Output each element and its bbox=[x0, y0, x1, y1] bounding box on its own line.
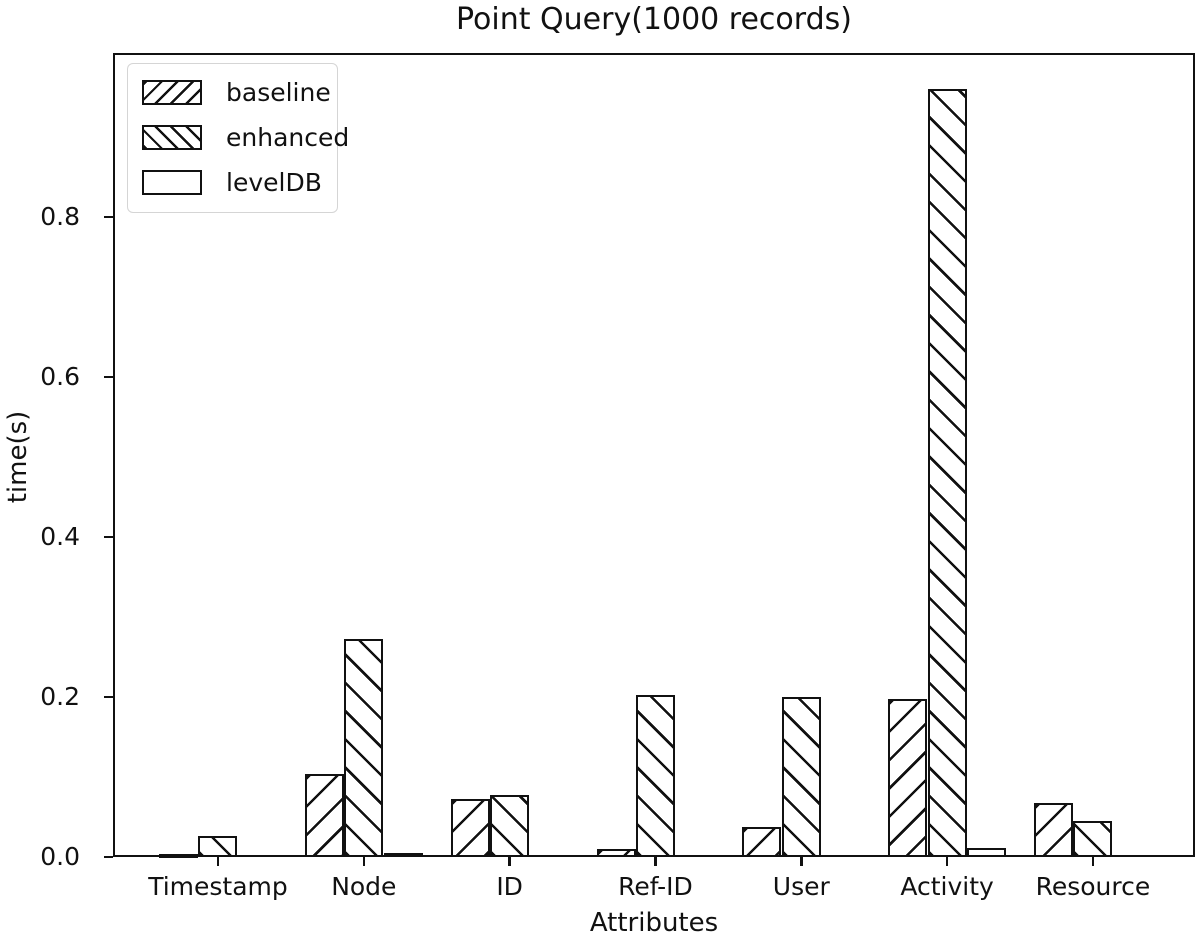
legend: baseline enhanced levelDB bbox=[127, 63, 349, 213]
legend-item-baseline: baseline bbox=[142, 70, 337, 115]
y-axis-label: time(s) bbox=[3, 410, 33, 504]
legend-swatch-baseline-icon bbox=[142, 80, 202, 105]
x-tick bbox=[216, 857, 220, 866]
y-tick-label: 0.2 bbox=[40, 682, 80, 711]
x-axis-label: Attributes bbox=[589, 908, 719, 938]
chart-title: Point Query(1000 records) bbox=[456, 2, 852, 37]
y-tick-label: 0.8 bbox=[40, 202, 80, 231]
legend-label-baseline: baseline bbox=[226, 78, 331, 107]
bar-baseline-User bbox=[742, 827, 782, 857]
bar-baseline-Timestamp bbox=[159, 853, 199, 858]
y-tick bbox=[104, 215, 113, 219]
bar-enhanced-Node bbox=[344, 638, 384, 857]
y-tick bbox=[104, 695, 113, 699]
bar-enhanced-Resource bbox=[1073, 821, 1113, 857]
x-tick-label: Node bbox=[331, 872, 397, 901]
bar-baseline-Ref-ID bbox=[596, 849, 636, 857]
x-tick bbox=[800, 857, 803, 866]
x-tick-label: Ref-ID bbox=[618, 872, 693, 901]
y-tick bbox=[104, 855, 113, 859]
y-tick bbox=[104, 535, 113, 539]
x-tick-label: Resource bbox=[1035, 872, 1151, 901]
bar-levelDB-Node bbox=[383, 853, 423, 857]
bar-enhanced-User bbox=[781, 697, 821, 857]
bar-levelDB-Activity bbox=[966, 848, 1006, 857]
legend-item-levelDB: levelDB bbox=[142, 160, 337, 205]
legend-label-enhanced: enhanced bbox=[226, 123, 350, 152]
bar-enhanced-Ref-ID bbox=[635, 694, 675, 857]
x-tick bbox=[1091, 857, 1095, 866]
x-tick-label: Timestamp bbox=[148, 872, 288, 901]
y-tick bbox=[104, 375, 113, 379]
x-tick bbox=[362, 857, 366, 866]
legend-item-enhanced: enhanced bbox=[142, 115, 349, 160]
bar-enhanced-ID bbox=[490, 795, 530, 857]
x-tick-label: ID bbox=[496, 872, 523, 901]
bar-enhanced-Activity bbox=[927, 89, 967, 857]
bar-baseline-ID bbox=[450, 799, 490, 857]
x-tick bbox=[508, 857, 511, 866]
x-tick bbox=[945, 857, 949, 866]
bar-enhanced-Timestamp bbox=[198, 836, 238, 857]
bar-baseline-Resource bbox=[1034, 803, 1074, 857]
y-tick-label: 0.6 bbox=[40, 362, 80, 391]
y-tick-label: 0.0 bbox=[40, 842, 80, 871]
bar-baseline-Node bbox=[304, 773, 344, 857]
y-tick-label: 0.4 bbox=[40, 522, 80, 551]
bar-baseline-Activity bbox=[888, 698, 928, 857]
legend-label-levelDB: levelDB bbox=[226, 168, 322, 197]
legend-swatch-enhanced-icon bbox=[142, 125, 202, 150]
x-tick bbox=[654, 857, 657, 866]
x-tick-label: Activity bbox=[900, 872, 994, 901]
legend-swatch-levelDB-icon bbox=[142, 170, 202, 195]
x-tick-label: User bbox=[772, 872, 830, 901]
